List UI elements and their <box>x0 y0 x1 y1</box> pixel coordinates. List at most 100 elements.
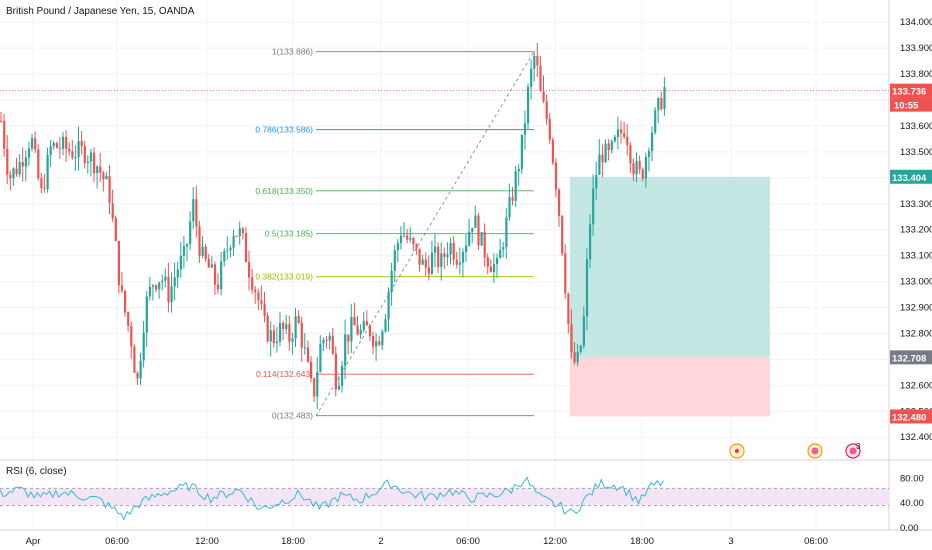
candle-body <box>638 161 641 170</box>
fib-retracement[interactable]: 1(133.886) 0.786(133.586) 0.618(133.350) 0.… <box>255 47 534 421</box>
candle-body <box>489 266 492 273</box>
candle-body <box>173 277 176 287</box>
candle-body <box>486 257 489 267</box>
fib-level-label: 0.5(133.185) <box>265 229 313 239</box>
candle-body <box>18 162 21 175</box>
symbol-title[interactable]: British Pound / Japanese Yen, 15, OANDA <box>6 6 195 17</box>
candle-body <box>347 334 350 342</box>
candle-body <box>0 120 3 122</box>
event-icon-dot <box>734 448 740 454</box>
candle-body <box>251 277 254 290</box>
candle-body <box>120 285 124 291</box>
candle-body <box>616 129 620 137</box>
candle-body <box>592 188 595 225</box>
candle-body <box>657 98 660 111</box>
candle-body <box>49 146 52 155</box>
time-tick: 18:00 <box>281 536 305 547</box>
fib-level-label: 1(133.886) <box>272 47 313 57</box>
candle-body <box>514 171 517 201</box>
stop-zone <box>570 357 770 417</box>
candle-body <box>210 264 213 268</box>
target-zone <box>570 176 770 358</box>
candle-body <box>136 372 139 379</box>
candle-body <box>440 253 443 267</box>
price-tick: 133.300 <box>900 199 932 210</box>
entry-price-tag: 132.708 <box>892 353 926 364</box>
target-price-tag-bg <box>890 169 932 184</box>
candle-body <box>579 345 582 352</box>
candle-body <box>161 280 164 283</box>
candle-body <box>564 253 567 294</box>
time-tick: Apr <box>26 536 41 547</box>
candle-body <box>303 347 306 349</box>
candle-body <box>496 258 499 265</box>
candle-body <box>372 335 375 347</box>
candle-body <box>520 134 523 169</box>
candle-body <box>492 264 496 273</box>
candle-body <box>387 292 390 320</box>
candle-body <box>375 341 378 347</box>
entry-price-tag-bg <box>890 350 932 365</box>
candle-body <box>55 143 58 148</box>
rsi-tick: 40.00 <box>900 498 924 509</box>
candle-body <box>167 276 170 303</box>
candle-body <box>455 259 458 265</box>
candle-body <box>201 246 204 256</box>
candle-body <box>124 290 127 313</box>
candle-body <box>598 154 601 176</box>
candle-body <box>285 324 288 330</box>
candle-body <box>325 339 328 341</box>
candle-body <box>179 255 182 270</box>
candle-body <box>406 235 409 240</box>
candle-body <box>502 247 505 250</box>
candle-body <box>282 322 285 330</box>
candle-body <box>647 150 651 157</box>
rsi-axis[interactable]: 80.00 40.00 0.00 <box>900 473 924 534</box>
stop-price-tag: 132.480 <box>892 412 926 423</box>
position-tool[interactable] <box>570 176 770 417</box>
candle-body <box>272 330 275 343</box>
candle-body <box>80 140 83 147</box>
fib-trend-line <box>315 51 535 416</box>
candle-body <box>545 101 548 119</box>
candle-body <box>474 215 477 228</box>
candle-body <box>155 285 158 290</box>
candle-body <box>446 254 449 257</box>
candle-body <box>291 338 294 342</box>
candle-body <box>189 221 192 245</box>
candle-body <box>452 242 455 260</box>
candle-body <box>164 276 167 281</box>
candle-body <box>554 162 558 190</box>
candle-body <box>573 351 576 363</box>
candle-body <box>68 148 71 152</box>
candle-body <box>207 258 210 268</box>
candle-body <box>65 136 68 149</box>
price-axis[interactable]: 134.000133.900133.800133.700133.600133.5… <box>900 17 932 443</box>
candle-body <box>313 378 316 397</box>
countdown-tag-bg <box>890 97 932 112</box>
time-tick: 12:00 <box>543 536 567 547</box>
rsi-band <box>0 488 889 506</box>
fib-level-label: 0.786(133.586) <box>255 125 313 135</box>
rsi-title[interactable]: RSI (6, close) <box>6 466 67 477</box>
candle-body <box>468 231 471 246</box>
candle-body <box>300 322 303 348</box>
candle-body <box>111 203 114 219</box>
candle-body <box>613 136 616 142</box>
candle-body <box>266 315 269 342</box>
candle-body <box>530 68 533 87</box>
time-axis[interactable]: Apr 06:00 12:00 18:00 2 06:00 12:00 18:00 3 06:00 <box>26 536 828 547</box>
target-price-tag: 133.404 <box>892 173 927 184</box>
earnings-icon-inner <box>811 447 819 455</box>
candle-body <box>415 244 418 249</box>
candle-body <box>102 172 105 180</box>
candle-body <box>151 285 155 287</box>
candle-body <box>96 166 99 174</box>
countdown-tag: 10:55 <box>894 101 919 112</box>
event-badges[interactable]: 3 <box>729 442 861 459</box>
candle-body <box>176 269 179 278</box>
candle-body <box>77 140 80 158</box>
candle-body <box>213 264 217 285</box>
candle-body <box>551 139 554 163</box>
